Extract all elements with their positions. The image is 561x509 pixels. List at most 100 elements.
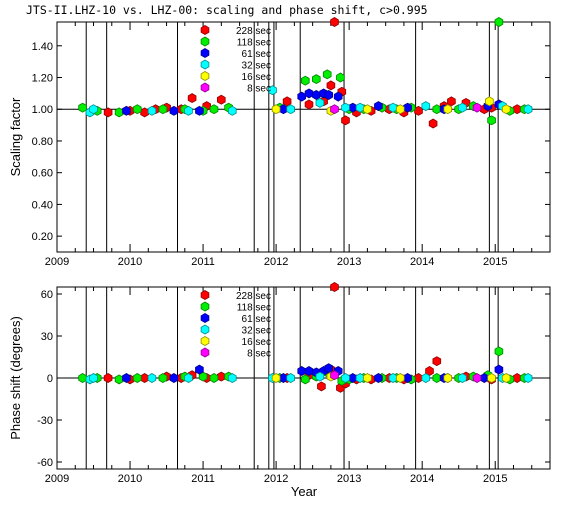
y-tick-label: 0.80 [32,136,53,148]
legend-label: 118 sec [237,303,271,314]
data-point [395,373,405,383]
data-point [458,102,467,113]
data-point [487,373,496,383]
data-point [140,107,149,118]
data-point [279,373,288,383]
data-point [227,105,237,116]
data-point [195,105,204,116]
x-tick-label: 2014 [410,473,434,485]
x-tick-label: 2011 [191,256,215,268]
data-point [227,373,237,383]
data-point [209,373,219,383]
data-point [158,373,168,383]
data-point [443,104,453,115]
legend-marker [200,313,210,323]
data-point [348,102,358,113]
data-point [132,373,142,383]
data-point [216,94,226,105]
data-point [330,17,339,27]
data-point [472,102,482,113]
legend-label: 61 sec [242,314,271,325]
legend-label: 61 sec [242,49,271,60]
data-point [494,346,504,357]
x-tick-label: 2010 [118,256,142,268]
y-tick-label: -30 [37,415,53,427]
x-tick-label: 2009 [45,473,69,485]
legend-label: 32 sec [242,326,271,337]
legend-label: 16 sec [242,72,271,83]
data-point [501,104,511,115]
data-point [523,373,533,383]
data-point [114,374,124,385]
x-axis-label: Year [291,484,318,499]
data-point [458,373,467,383]
legend-label: 228 sec [236,291,271,302]
chart-title: JTS-II.LHZ-10 vs. LHZ-00: scaling and ph… [26,3,428,17]
y-tick-label: -60 [37,457,53,469]
data-point [78,373,87,383]
data-point [443,373,453,383]
data-point [317,381,326,392]
data-point [374,373,383,383]
data-point [428,118,438,129]
data-point [388,102,398,113]
legend-label: 228 sec [236,26,271,37]
legend-marker [200,301,210,312]
x-tick-label: 2012 [264,256,288,268]
data-point [395,104,405,115]
data-point [286,104,296,115]
data-point [485,96,494,107]
x-tick-label: 2013 [337,256,361,268]
data-point [271,373,281,383]
data-point [103,107,113,118]
y-tick-label: 0.40 [32,199,53,211]
legend-marker [200,48,210,58]
data-point [341,373,350,383]
data-point [421,373,431,383]
data-point [282,96,292,107]
data-point [363,373,372,383]
data-point [494,17,504,27]
data-point [184,105,193,116]
data-point [169,105,179,116]
y-tick-label: 1.40 [32,41,53,53]
data-point [300,374,310,385]
data-point [472,373,482,383]
data-point [304,366,314,376]
phase-shift-panel: -60 -30 0 30 60 2009 2010 2011 2012 2013 2014 2015 P… [8,282,551,485]
data-point [78,102,87,113]
data-point [421,101,431,112]
data-point [158,104,168,115]
data-point [326,80,336,91]
data-point [403,102,412,113]
legend-marker [200,36,210,47]
data-point [122,373,131,383]
x-tick-label: 2015 [483,256,507,268]
data-point [330,104,339,115]
legend-label: 8 sec [247,349,271,360]
data-point [479,373,489,383]
y-tick-label: 0.20 [32,231,53,243]
data-point [311,90,321,100]
data-point [494,364,504,375]
x-tick-label: 2010 [118,473,142,485]
legend-marker [200,290,210,300]
legend-label: 32 sec [242,61,271,72]
y-tick-label: 1.00 [32,104,53,116]
data-point [89,104,98,115]
data-point [315,97,325,108]
x-tick-label: 2013 [337,473,361,485]
data-point [341,102,350,113]
data-point [169,373,179,383]
data-point [348,373,358,383]
data-point [147,105,157,116]
legend-label: 118 sec [237,38,271,49]
data-point [122,105,131,116]
data-point [140,373,149,383]
data-point [304,99,314,110]
data-point [330,370,339,381]
y-tick-label: 0 [47,373,53,385]
data-point [311,74,321,85]
legend-marker [200,336,210,346]
